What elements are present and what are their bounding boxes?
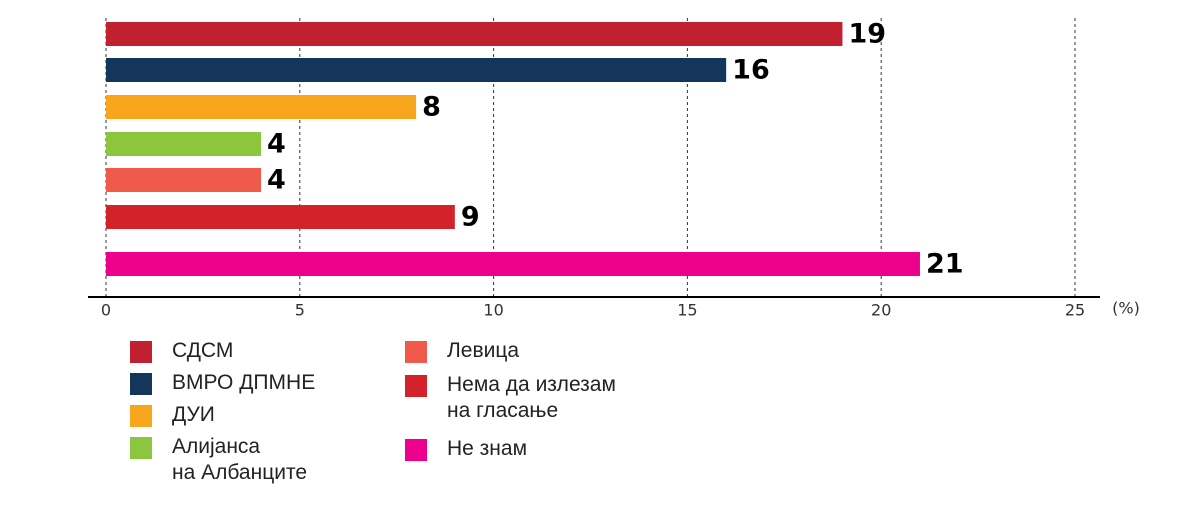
- x-tick-label: 15: [677, 301, 697, 320]
- x-axis-label: (%): [1112, 299, 1140, 318]
- x-tick-label: 0: [101, 301, 111, 320]
- data-label: 21: [926, 249, 964, 280]
- bar: [106, 205, 455, 229]
- x-tick-label: 10: [483, 301, 503, 320]
- data-label: 19: [848, 19, 886, 50]
- legend-label: Алијанса на Албанците: [172, 435, 308, 484]
- legend-swatch: [405, 341, 427, 363]
- bar: [106, 168, 262, 192]
- legend-swatch: [130, 405, 152, 427]
- legend-label: СДСМ: [172, 339, 234, 362]
- bar: [106, 22, 843, 46]
- bar: [106, 252, 920, 276]
- data-label: 4: [267, 165, 286, 196]
- legend-swatch: [405, 375, 427, 397]
- legend-swatch: [130, 437, 152, 459]
- x-tick-label: 20: [871, 301, 891, 320]
- data-label: 8: [422, 92, 441, 123]
- x-tick-label: 25: [1065, 301, 1085, 320]
- x-tick-label: 5: [295, 301, 305, 320]
- bar: [106, 58, 727, 82]
- legend-swatch: [130, 373, 152, 395]
- legend-swatch: [405, 439, 427, 461]
- legend-label: Не знам: [447, 437, 528, 460]
- legend-label: ВМРО ДПМНЕ: [172, 371, 316, 394]
- legend-label: ДУИ: [172, 403, 215, 426]
- data-label: 4: [267, 129, 286, 160]
- legend-swatch: [130, 341, 152, 363]
- legend-label: Левица: [447, 339, 520, 362]
- bar: [106, 95, 417, 119]
- legend-label: Нема да излезам на гласање: [447, 373, 616, 422]
- data-label: 9: [461, 202, 480, 233]
- bar: [106, 132, 262, 156]
- data-label: 16: [732, 55, 770, 86]
